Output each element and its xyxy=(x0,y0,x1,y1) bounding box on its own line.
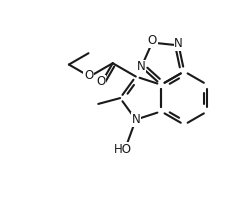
Text: O: O xyxy=(84,69,93,82)
Text: N: N xyxy=(174,37,182,50)
Text: N: N xyxy=(136,61,145,73)
Text: O: O xyxy=(96,76,105,88)
Text: HO: HO xyxy=(113,143,131,156)
Text: N: N xyxy=(131,113,140,126)
Text: O: O xyxy=(147,34,156,47)
